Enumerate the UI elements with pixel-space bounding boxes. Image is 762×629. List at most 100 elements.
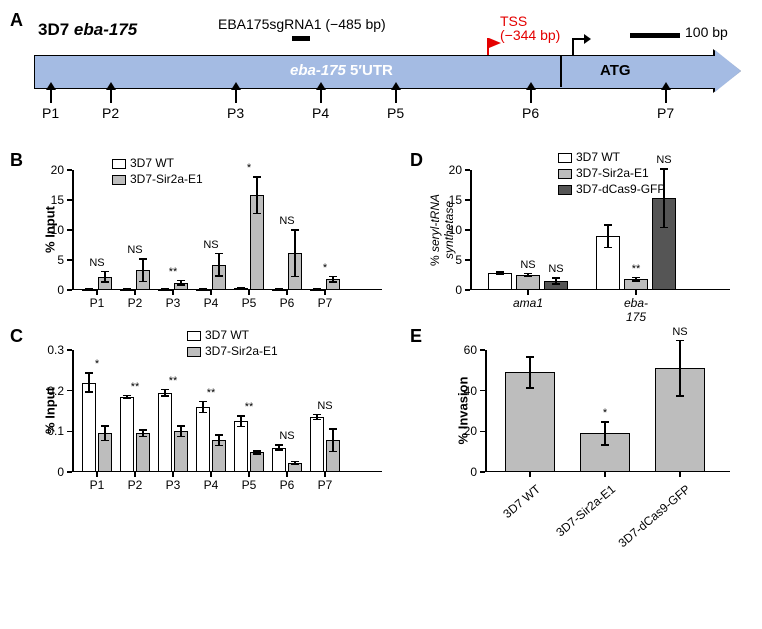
primer-label: P5 (387, 105, 404, 121)
utr-divider (560, 56, 562, 87)
xtick-label: P1 (77, 296, 117, 310)
primer-arrow-icon (50, 89, 52, 103)
xtick-label: P1 (77, 478, 117, 492)
y-axis-label: % Invasion (456, 350, 471, 472)
error-bar (278, 444, 280, 451)
panel-label-c: C (10, 326, 23, 347)
error-bar (635, 277, 637, 282)
bar (82, 383, 96, 472)
significance-label: ** (194, 387, 228, 399)
panel-label-e: E (410, 326, 422, 347)
significance-label: ** (156, 266, 190, 278)
error-bar (180, 425, 182, 437)
tss-label: TSS(−344 bp) (500, 14, 560, 42)
xtick-label: P2 (115, 296, 155, 310)
xtick-label: P6 (267, 296, 307, 310)
error-bar (88, 372, 90, 392)
significance-label: NS (655, 326, 705, 338)
utr-label: eba-175 5′UTR (290, 62, 393, 79)
legend-swatch (558, 153, 572, 163)
error-bar (164, 289, 166, 290)
legend-label: 3D7-dCas9-GFP (576, 182, 665, 196)
bar (250, 452, 264, 472)
significance-label: * (308, 262, 342, 274)
error-bar (527, 273, 529, 278)
significance-label: * (580, 407, 630, 419)
panel-label-d: D (410, 150, 423, 171)
primer-arrow-icon (235, 89, 237, 103)
error-bar (316, 414, 318, 421)
significance-label: * (80, 358, 114, 370)
legend-label: 3D7 WT (130, 156, 174, 170)
significance-label: ** (156, 375, 190, 387)
title-gene: eba-175 (74, 20, 137, 39)
error-bar (240, 415, 242, 427)
xtick-label: 3D7-dCas9-GFP (604, 482, 693, 560)
legend-swatch (558, 185, 572, 195)
primer-label: P4 (312, 105, 329, 121)
significance-label: NS (270, 215, 304, 227)
panel-e-chart: 0204060% Invasion3D7 WT*3D7-Sir2a-E1NS3D… (485, 350, 730, 472)
primer-label: P3 (227, 105, 244, 121)
primer-label: P1 (42, 105, 59, 121)
significance-label: * (232, 162, 266, 174)
y-axis-label: % Input (43, 170, 58, 290)
error-bar (555, 277, 557, 284)
legend: 3D7 WT 3D7-Sir2a-E1 3D7-dCas9-GFP (558, 150, 665, 198)
significance-label: NS (118, 244, 152, 256)
xtick-label: P3 (153, 478, 193, 492)
xtick-label: P6 (267, 478, 307, 492)
primer-arrow-icon (665, 89, 667, 103)
bar (158, 393, 172, 472)
legend-label: 3D7-Sir2a-E1 (576, 166, 649, 180)
scale-label: 100 bp (685, 24, 728, 40)
xtick-label: P7 (305, 296, 345, 310)
legend: 3D7 WT 3D7-Sir2a-E1 (187, 328, 278, 360)
significance-label: NS (80, 257, 114, 269)
legend-swatch (187, 331, 201, 341)
error-bar (256, 450, 258, 454)
bar (234, 421, 248, 472)
figure: A 3D7 eba-175 EBA175sgRNA1 (−485 bp) TSS… (10, 10, 752, 619)
significance-label: ** (618, 263, 654, 275)
panel-b-chart: 05101520% InputP1P2P3P4P5P6P7NSNS**NS*NS… (72, 170, 382, 290)
gene-arrowhead-icon (715, 50, 741, 92)
error-bar (218, 434, 220, 446)
panel-d-chart: 05101520% seryl-tRNAsynthetaseama1eba-17… (470, 170, 730, 290)
legend-label: 3D7 WT (205, 328, 249, 342)
error-bar (88, 289, 90, 290)
error-bar (202, 288, 204, 289)
primer-label: P7 (657, 105, 674, 121)
error-bar (256, 176, 258, 214)
legend-swatch (558, 169, 572, 179)
error-bar (607, 224, 609, 248)
primer-label: P2 (102, 105, 119, 121)
error-bar (278, 288, 280, 289)
error-bar (294, 461, 296, 465)
legend-label: 3D7-Sir2a-E1 (205, 344, 278, 358)
error-bar (499, 271, 501, 275)
significance-label: ** (232, 401, 266, 413)
error-bar (126, 288, 128, 289)
xtick-label: P4 (191, 296, 231, 310)
bar (174, 431, 188, 472)
legend-swatch (187, 347, 201, 357)
error-bar (142, 429, 144, 437)
bar (136, 433, 150, 472)
bar (120, 397, 134, 472)
xtick-label: P5 (229, 296, 269, 310)
primer-arrow-icon (110, 89, 112, 103)
xtick-label: eba-175 (616, 296, 656, 324)
error-bar (202, 401, 204, 413)
xtick-label: ama1 (508, 296, 548, 310)
error-bar (316, 288, 318, 289)
legend-label: 3D7 WT (576, 150, 620, 164)
significance-label: NS (270, 430, 304, 442)
significance-label: NS (538, 263, 574, 275)
primer-label: P6 (522, 105, 539, 121)
y-axis-label: % Input (43, 350, 58, 472)
bar (272, 448, 286, 472)
bar (196, 407, 210, 472)
panel-a: 3D7 eba-175 EBA175sgRNA1 (−485 bp) TSS(−… (10, 10, 752, 140)
error-bar (218, 253, 220, 277)
